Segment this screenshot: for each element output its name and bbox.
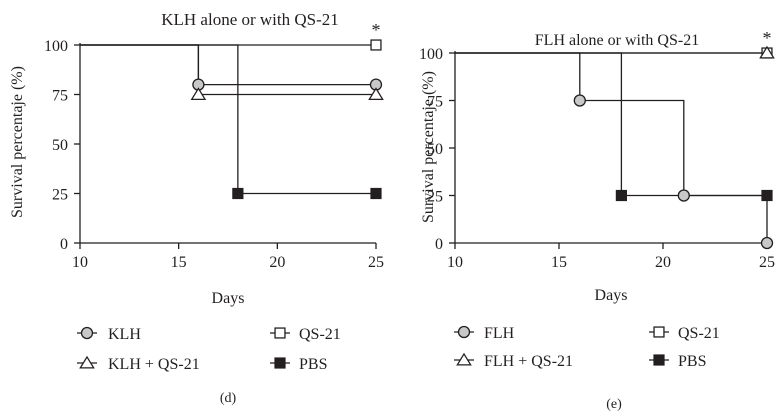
x-tick-label: 15	[171, 254, 187, 271]
legend-label-pbs: PBS	[678, 353, 706, 370]
legend-label-qs-21: QS-21	[678, 325, 720, 342]
chart-title: FLH alone or with QS-21	[535, 32, 699, 49]
legend-label-flh-qs-21: FLH + QS-21	[484, 353, 573, 370]
series-line-pbs	[455, 52, 767, 197]
data-point-klh-qs-21	[190, 87, 207, 100]
y-tick-label: 0	[435, 236, 443, 253]
x-tick-label: 25	[759, 254, 775, 271]
panel-label: (e)	[606, 397, 622, 412]
legend-marker-pbs	[653, 354, 665, 366]
legend-marker-qs-21	[274, 327, 286, 339]
data-point-pbs	[232, 187, 244, 200]
data-point-flh	[573, 94, 586, 107]
significance-asterisk: *	[372, 20, 381, 40]
data-point-flh	[677, 189, 690, 202]
significance-asterisk: *	[763, 28, 772, 48]
legend-marker-klh	[80, 326, 94, 340]
y-tick-label: 50	[427, 141, 443, 158]
y-tick-label: 25	[427, 189, 443, 206]
x-tick-label: 20	[269, 254, 285, 271]
legend: FLH QS-21 FLH + QS-21 PBS	[454, 325, 720, 370]
data-point-qs-21	[370, 39, 382, 51]
legend-label-pbs: PBS	[299, 356, 327, 373]
legend-label-flh: FLH	[484, 325, 515, 342]
data-point-pbs	[761, 189, 773, 202]
chart-panel-e: FLH alone or with QS-21 0 25 50 75 100 10 15 20 2…	[419, 28, 775, 412]
data-point-flh	[760, 236, 774, 250]
x-tick-label: 10	[72, 254, 88, 271]
y-axis-label: Survival percentaje (%)	[9, 66, 26, 218]
data-point-pbs	[615, 189, 628, 202]
legend-marker-klh-qs-21	[79, 355, 95, 369]
y-axis-label: Survival percentaje (%)	[420, 71, 437, 223]
legend: KLH QS-21 KLH + QS-21 PBS	[77, 326, 341, 373]
series-line-pbs	[80, 44, 376, 195]
legend-marker-pbs	[274, 357, 286, 369]
legend-marker-flh	[457, 325, 471, 339]
y-tick-label: 75	[52, 88, 68, 105]
chart-title: KLH alone or with QS-21	[161, 10, 339, 29]
series-line-klh-qs-21	[80, 44, 376, 96]
x-tick-label: 25	[368, 254, 384, 271]
series-line-flh	[455, 52, 768, 243]
legend-marker-flh-qs-21	[456, 352, 472, 366]
y-tick-label: 100	[419, 46, 443, 63]
data-point-flh-qs-21	[759, 45, 775, 59]
y-tick-label: 0	[60, 236, 68, 253]
x-axis-label: Days	[212, 290, 245, 307]
data-point-klh-qs-21	[368, 87, 384, 100]
data-point-pbs	[370, 187, 382, 200]
y-tick-label: 25	[52, 187, 68, 204]
panel-label: (d)	[220, 391, 237, 406]
y-tick-label: 100	[44, 38, 68, 55]
legend-marker-qs-21	[653, 326, 665, 338]
x-axis-label: Days	[595, 287, 628, 304]
legend-label-qs-21: QS-21	[299, 326, 341, 343]
x-tick-label: 20	[655, 254, 671, 271]
series-line-klh	[80, 44, 376, 86]
legend-label-klh: KLH	[108, 326, 141, 343]
chart-panel-d: KLH alone or with QS-21 0 25 50 75 100 10 15 20 2…	[9, 10, 384, 406]
legend-label-klh-qs-21: KLH + QS-21	[108, 356, 200, 373]
x-tick-label: 10	[447, 254, 463, 271]
x-tick-label: 15	[551, 254, 567, 271]
y-tick-label: 75	[427, 94, 443, 111]
y-tick-label: 50	[52, 137, 68, 154]
